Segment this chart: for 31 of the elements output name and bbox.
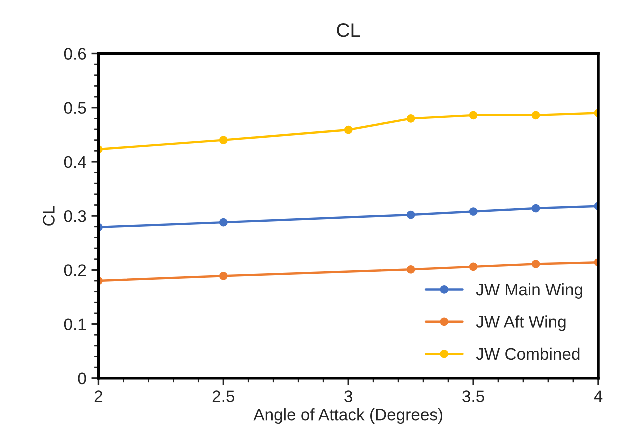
point bbox=[219, 218, 228, 227]
point bbox=[469, 111, 478, 120]
y-tick-label: 0 bbox=[78, 372, 86, 385]
legend-label: JW Aft Wing bbox=[476, 316, 566, 332]
x-axis-title: Angle of Attack (Degrees) bbox=[254, 408, 443, 424]
point bbox=[406, 265, 416, 274]
legend-label: JW Main Wing bbox=[476, 283, 582, 299]
y-tick-label: 0.2 bbox=[64, 264, 86, 276]
point bbox=[219, 272, 228, 280]
x-tick-label: 2.5 bbox=[212, 390, 235, 402]
chart-title: CL bbox=[337, 24, 360, 38]
point bbox=[469, 262, 478, 272]
x-tick-label: 4 bbox=[594, 390, 603, 402]
point bbox=[469, 208, 478, 216]
point bbox=[532, 204, 540, 213]
point bbox=[219, 136, 228, 144]
point bbox=[406, 210, 416, 220]
x-tick-label: 3.5 bbox=[462, 390, 484, 402]
y-axis-title: CL bbox=[43, 206, 55, 226]
point bbox=[406, 114, 416, 123]
y-tick-label: 0.3 bbox=[64, 210, 86, 222]
point bbox=[532, 111, 540, 120]
y-tick-label: 0.1 bbox=[64, 318, 86, 330]
y-tick-label: 0.6 bbox=[64, 48, 86, 60]
y-tick-label: 0.4 bbox=[64, 156, 86, 168]
x-tick-label: 2 bbox=[94, 390, 103, 402]
point bbox=[532, 260, 540, 268]
x-tick-label: 3 bbox=[344, 390, 353, 402]
y-tick-label: 0.5 bbox=[64, 102, 86, 114]
point bbox=[344, 126, 353, 134]
legend-label: JW Combined bbox=[476, 348, 580, 360]
